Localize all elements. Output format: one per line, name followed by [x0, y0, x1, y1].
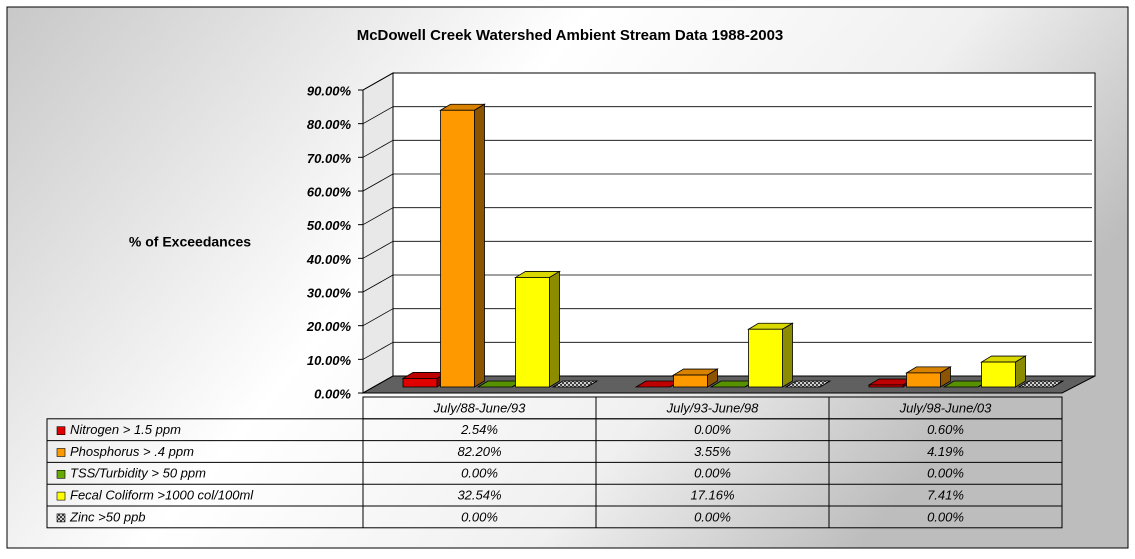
value-label: 0.00%	[694, 509, 731, 524]
y-tick-label: 60.00%	[307, 184, 352, 199]
grid-line-side	[362, 274, 394, 293]
bar	[980, 355, 1027, 388]
value-label: 2.54%	[460, 422, 498, 437]
grid-line-side	[362, 240, 394, 259]
bar-side	[474, 103, 485, 388]
y-tick-label: 80.00%	[307, 117, 352, 132]
y-axis-label: % of Exceedances	[129, 234, 251, 250]
value-label: 0.00%	[927, 509, 964, 524]
legend-swatch	[56, 513, 66, 523]
y-tick-label: 50.00%	[307, 218, 352, 233]
value-label: 82.20%	[457, 444, 501, 459]
bar-front	[515, 277, 550, 388]
legend-swatch	[56, 469, 66, 479]
y-tick-label: 40.00%	[306, 252, 352, 267]
bar-side	[586, 380, 598, 388]
value-label: 32.54%	[457, 488, 501, 503]
chart-title: McDowell Creek Watershed Ambient Stream …	[357, 27, 784, 44]
bar-front	[748, 328, 783, 388]
legend-swatch	[56, 448, 66, 457]
grid-line-side	[362, 375, 394, 394]
value-label: 0.00%	[461, 509, 498, 524]
grid-line-side	[362, 106, 394, 125]
legend-label: Fecal Coliform >1000 col/100ml	[70, 488, 254, 503]
back-wall	[392, 72, 1096, 377]
x-tick-label: July/93-June/98	[666, 400, 760, 415]
bar-side	[549, 270, 560, 388]
value-label: 3.55%	[694, 444, 731, 459]
y-tick-label: 20.00%	[306, 319, 352, 334]
value-label: 0.00%	[927, 466, 964, 481]
grid-line-side	[362, 72, 394, 91]
bar	[551, 380, 599, 388]
bar	[514, 270, 561, 388]
value-label: 7.41%	[927, 488, 964, 503]
legend-swatch	[56, 491, 66, 501]
bar-front	[673, 374, 708, 388]
bar-side	[782, 322, 793, 388]
y-tick-label: 30.00%	[307, 285, 352, 300]
value-label: 0.00%	[694, 466, 731, 481]
bar-side	[819, 380, 831, 388]
bar-front	[981, 361, 1016, 388]
grid-line-side	[362, 207, 394, 226]
legend-swatch	[56, 426, 66, 436]
bar-side	[1015, 355, 1026, 388]
legend-label: Phosphorus > .4 ppm	[70, 444, 194, 459]
bar-front	[906, 372, 941, 388]
bar-front	[402, 378, 438, 388]
grid-line-side	[362, 173, 394, 192]
value-label: 0.00%	[461, 466, 498, 481]
bar	[1017, 380, 1065, 388]
x-tick-label: July/98-June/03	[899, 400, 993, 415]
grid-line-side	[362, 341, 394, 360]
legend-label: Nitrogen > 1.5 ppm	[70, 422, 181, 437]
bar	[905, 366, 952, 388]
x-tick-label: July/88-June/93	[433, 400, 527, 415]
bar	[672, 368, 719, 388]
bar-front	[440, 109, 475, 388]
y-tick-label: 0.00%	[314, 386, 351, 401]
bar	[784, 380, 832, 388]
bar	[439, 103, 486, 388]
grid-line-side	[362, 308, 394, 327]
grid-line-side	[362, 139, 394, 158]
bar	[747, 322, 794, 388]
value-label: 0.00%	[694, 422, 731, 437]
value-label: 4.19%	[927, 444, 964, 459]
y-tick-label: 10.00%	[307, 353, 352, 368]
legend-label: TSS/Turbidity > 50 ppm	[70, 466, 206, 481]
legend-label: Zinc >50 ppb	[69, 509, 146, 524]
bar-side	[1052, 380, 1064, 388]
y-tick-label: 90.00%	[307, 83, 352, 98]
value-label: 0.60%	[927, 422, 964, 437]
bar-front	[868, 384, 904, 388]
value-label: 17.16%	[690, 488, 734, 503]
y-tick-label: 70.00%	[307, 151, 352, 166]
